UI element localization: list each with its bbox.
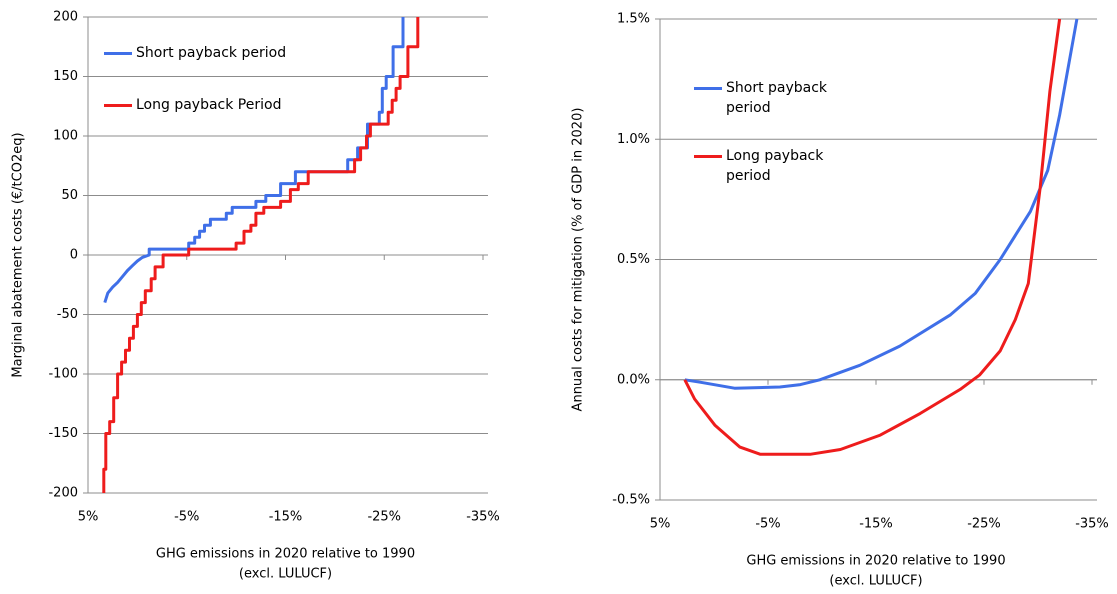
legend-label: Short payback period: [136, 45, 287, 61]
legend-label: Long payback period: [726, 148, 824, 184]
legend-swatch: [104, 52, 132, 55]
x-tick-label: -25%: [967, 517, 1001, 532]
legend-swatch: [104, 104, 132, 107]
legend-label: Long payback Period: [136, 97, 282, 113]
x-tick-label: -35%: [466, 510, 500, 525]
y-tick-label: 100: [53, 129, 78, 144]
legend-swatch: [694, 155, 722, 158]
legend-label: Short payback period: [726, 80, 828, 116]
x-tick-label: -5%: [755, 517, 780, 532]
x-axis-label: (excl. LULUCF): [239, 567, 332, 582]
legend-item: Short payback period: [694, 78, 848, 118]
x-axis-label: GHG emissions in 2020 relative to 1990: [746, 554, 1005, 569]
y-tick-label: 200: [53, 10, 78, 25]
series-line: [103, 17, 405, 304]
y-tick-label: 0: [70, 248, 78, 263]
series-line: [683, 18, 1062, 456]
x-axis-label: (excl. LULUCF): [829, 574, 922, 589]
x-tick-label: 5%: [650, 517, 671, 532]
y-tick-label: -50: [57, 307, 78, 322]
y-tick-label: -150: [48, 426, 78, 441]
y-tick-label: 0.0%: [617, 372, 650, 387]
series-line: [684, 18, 1079, 390]
y-tick-label: 50: [61, 188, 78, 203]
x-axis-label: GHG emissions in 2020 relative to 1990: [156, 547, 415, 562]
x-tick-label: -15%: [269, 510, 303, 525]
y-tick-label: 1.5%: [617, 12, 650, 27]
legend: Short payback period Long payback period: [694, 78, 848, 214]
legend-item: Long payback period: [694, 146, 848, 186]
x-tick-label: 5%: [78, 510, 99, 525]
y-tick-label: -0.5%: [612, 493, 650, 508]
y-tick-label: -200: [48, 486, 78, 501]
y-axis-label: Annual costs for mitigation (% of GDP in…: [571, 108, 586, 412]
y-tick-label: 0.5%: [617, 252, 650, 267]
legend-item: Long payback Period: [104, 95, 291, 115]
x-tick-label: -25%: [367, 510, 401, 525]
x-tick-label: -15%: [859, 517, 893, 532]
y-axis-label: Marginal abatement costs (€/tCO2eq): [11, 132, 26, 377]
x-tick-label: -35%: [1075, 517, 1109, 532]
legend: Short payback period Long payback Period: [104, 43, 291, 147]
y-tick-label: 150: [53, 69, 78, 84]
legend-swatch: [694, 87, 722, 90]
y-tick-label: -100: [48, 367, 78, 382]
legend-item: Short payback period: [104, 43, 291, 63]
y-tick-label: 1.0%: [617, 132, 650, 147]
x-tick-label: -5%: [174, 510, 199, 525]
series-line: [102, 17, 420, 493]
